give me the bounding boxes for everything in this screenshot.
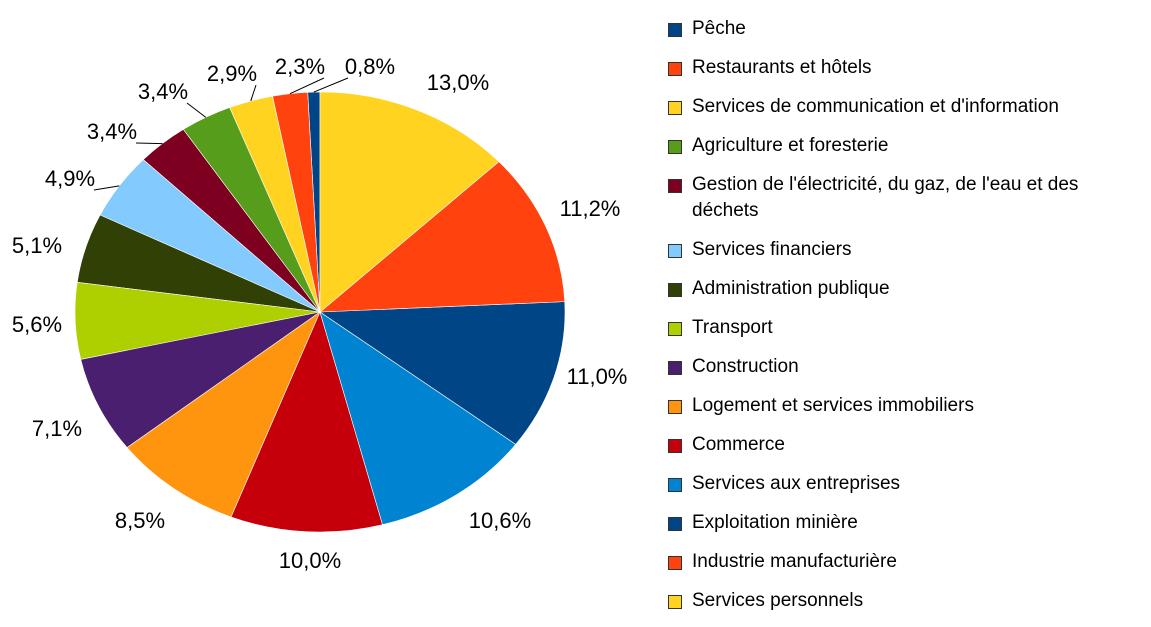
- legend-swatch: [668, 439, 682, 453]
- legend-item: Construction: [668, 354, 1138, 380]
- pie-slice: [319, 91, 500, 313]
- legend-swatch: [668, 478, 682, 492]
- data-label: 8,5%: [115, 508, 165, 533]
- legend-swatch: [668, 322, 682, 336]
- legend-label: Restaurants et hôtels: [692, 57, 872, 78]
- pie-slice: [230, 311, 383, 533]
- legend-item: Services de communication et d'informati…: [668, 94, 1138, 120]
- legend-label: Services de communication et d'informati…: [692, 96, 1059, 117]
- data-label: 3,4%: [138, 79, 188, 104]
- data-label: 11,2%: [560, 196, 621, 221]
- data-label: 5,6%: [12, 312, 62, 337]
- legend-swatch: [668, 556, 682, 570]
- legend-item: Logement et services immobiliers: [668, 393, 1138, 419]
- legend-item: Pêche: [668, 16, 1138, 42]
- legend-label: Transport: [692, 317, 773, 338]
- legend: Pêche Restaurants et hôtels Services de co…: [668, 16, 1138, 627]
- data-label: 7,1%: [32, 416, 82, 441]
- legend-label: Commerce: [692, 434, 785, 455]
- legend-label: Construction: [692, 356, 799, 377]
- pie-slice: [80, 311, 321, 449]
- data-label: 4,9%: [45, 166, 95, 191]
- legend-swatch: [668, 517, 682, 531]
- legend-item: Restaurants et hôtels: [668, 55, 1138, 81]
- leader-line: [289, 77, 325, 95]
- legend-item: Administration publique: [668, 276, 1138, 302]
- legend-label: Agriculture et foresterie: [692, 135, 889, 156]
- legend-swatch: [668, 140, 682, 154]
- legend-label: Exploitation minière: [692, 512, 858, 533]
- legend-item: Industrie manufacturière: [668, 549, 1138, 575]
- data-label: 5,1%: [12, 233, 62, 258]
- pie-slice: [319, 161, 566, 313]
- leader-line: [250, 84, 257, 102]
- data-label: 3,4%: [87, 119, 137, 144]
- legend-label: Services aux entreprises: [692, 473, 901, 494]
- leader-line: [135, 142, 163, 145]
- legend-item: Transport: [668, 315, 1138, 341]
- data-label: 11,0%: [567, 364, 628, 389]
- legend-item: Services financiers: [668, 237, 1138, 263]
- legend-swatch: [668, 244, 682, 258]
- leader-line: [186, 102, 207, 118]
- data-label: 2,3%: [275, 54, 325, 79]
- data-label: 0,8%: [345, 54, 395, 79]
- legend-label: Pêche: [692, 18, 746, 39]
- legend-swatch: [668, 62, 682, 76]
- leader-line: [313, 77, 349, 93]
- legend-swatch: [668, 23, 682, 37]
- pie-chart: 0,8% 2,3% 2,9% 3,4%3,4% 4,9% 5,1% 5,6% 7,1% 8,5%…: [12, 54, 628, 573]
- legend-item: Gestion de l'électricité, du gaz, de l'e…: [668, 172, 1138, 224]
- legend-swatch: [668, 179, 682, 193]
- legend-swatch: [668, 283, 682, 297]
- legend-label: Logement et services immobiliers: [692, 395, 974, 416]
- leader-line: [93, 185, 120, 191]
- legend-label: Gestion de l'électricité, du gaz, de l'e…: [692, 174, 1079, 221]
- legend-label: Services financiers: [692, 239, 852, 260]
- legend-item: Exploitation minière: [668, 510, 1138, 536]
- legend-item: Agriculture et foresterie: [668, 133, 1138, 159]
- legend-swatch: [668, 595, 682, 609]
- legend-label: Services personnels: [692, 590, 864, 611]
- legend-item: Services aux entreprises: [668, 471, 1138, 497]
- data-label: 10,6%: [469, 508, 531, 533]
- pie-slice: [319, 311, 517, 526]
- pie-slice: [319, 301, 566, 445]
- legend-item: Commerce: [668, 432, 1138, 458]
- data-label: 2,9%: [207, 61, 257, 86]
- legend-swatch: [668, 400, 682, 414]
- legend-swatch: [668, 361, 682, 375]
- legend-label: Administration publique: [692, 278, 890, 299]
- data-label: 10,0%: [279, 548, 341, 573]
- legend-swatch: [668, 101, 682, 115]
- legend-item: Services personnels: [668, 588, 1138, 614]
- pie-slice: [126, 311, 321, 518]
- data-label: 13,0%: [427, 70, 489, 95]
- legend-label: Industrie manufacturière: [692, 551, 897, 572]
